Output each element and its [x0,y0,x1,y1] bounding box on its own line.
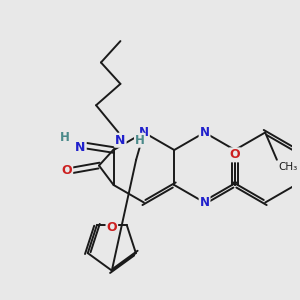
Text: H: H [135,134,145,147]
Text: O: O [61,164,72,177]
Text: N: N [75,141,86,154]
Text: N: N [115,134,126,147]
Text: N: N [139,126,149,139]
Text: O: O [106,221,117,234]
Text: H: H [60,131,70,144]
Text: O: O [230,148,240,161]
Text: N: N [200,126,210,139]
Text: N: N [200,196,210,209]
Text: CH₃: CH₃ [279,162,298,172]
